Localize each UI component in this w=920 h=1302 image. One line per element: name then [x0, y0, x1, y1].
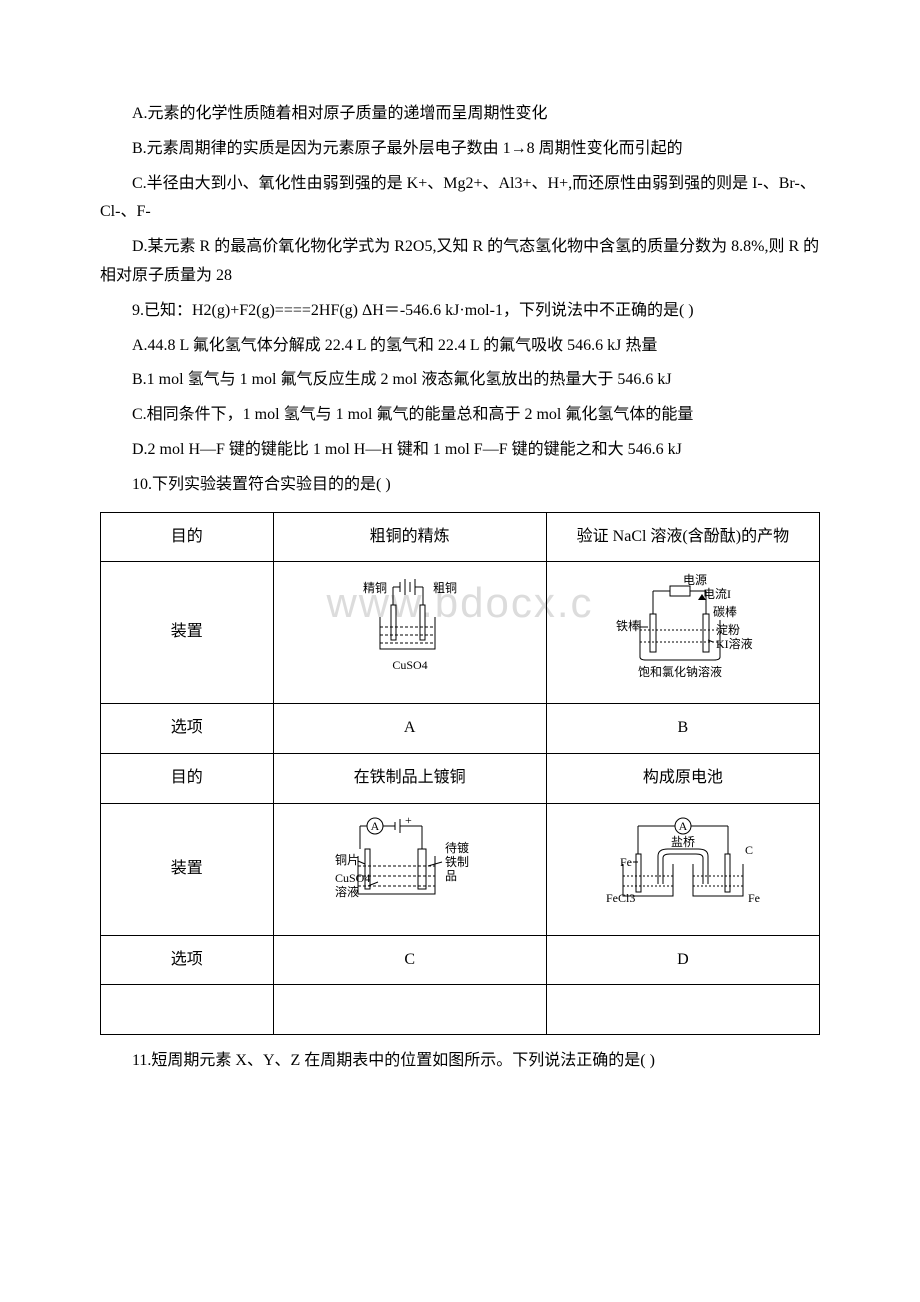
- table-row: 装置 A + 铜片 待镀 铁制 品: [101, 803, 820, 935]
- device-d: A 盐桥 Fe C: [546, 803, 819, 935]
- electrolysis-nacl-icon: 电源 电流I 碳棒 铁棒 淀粉 KI溶液: [598, 572, 768, 682]
- diag-c-sol2: 溶液: [335, 884, 359, 899]
- diag-d-bridge: 盐桥: [671, 835, 695, 849]
- diag-a-solution: CuSO4: [392, 658, 427, 672]
- empty-cell: [546, 985, 819, 1035]
- empty-cell: [273, 985, 546, 1035]
- diag-c-copper: 铜片: [335, 852, 359, 867]
- diag-d-right-sol: Fe: [748, 891, 760, 905]
- diag-d-fe: Fe: [620, 855, 632, 869]
- q9-option-b: B.1 mol 氢气与 1 mol 氟气反应生成 2 mol 液态氟化氢放出的热…: [100, 366, 820, 395]
- purpose-c: 在铁制品上镀铜: [273, 753, 546, 803]
- diag-b-top1: 电源: [683, 573, 707, 587]
- purpose-d: 构成原电池: [546, 753, 819, 803]
- q8-option-d: D.某元素 R 的最高价氧化物化学式为 R2O5,又知 R 的气态氢化物中含氢的…: [100, 233, 820, 291]
- q8-option-c: C.半径由大到小、氧化性由弱到强的是 K+、Mg2+、Al3+、H+,而还原性由…: [100, 170, 820, 228]
- diag-b-carbon: 碳棒: [713, 605, 737, 619]
- q9-option-a: A.44.8 L 氟化氢气体分解成 22.4 L 的氢气和 22.4 L 的氟气…: [100, 332, 820, 361]
- galvanic-cell-icon: A 盐桥 Fe C: [598, 814, 768, 914]
- option-c: C: [273, 935, 546, 985]
- diagram-c: A + 铜片 待镀 铁制 品 CuSO4 溶液: [330, 814, 490, 914]
- q8-option-b: B.元素周期律的实质是因为元素原子最外层电子数由 1→8 周期性变化而引起的: [100, 135, 820, 164]
- option-d: D: [546, 935, 819, 985]
- diag-b-solution: 饱和氯化钠溶液: [638, 664, 722, 679]
- option-a: A: [273, 704, 546, 754]
- device-label: 装置: [101, 562, 274, 704]
- diagram-b: 电源 电流I 碳棒 铁棒 淀粉 KI溶液: [598, 572, 768, 682]
- q10-table: 目的 粗铜的精炼 验证 NaCl 溶液(含酚酞)的产物 装置 精铜 粗铜: [100, 512, 820, 1036]
- diag-b-iron: 铁棒: [616, 619, 640, 633]
- device-label-2: 装置: [101, 803, 274, 935]
- table-row: [101, 985, 820, 1035]
- q10-stem: 10.下列实验装置符合实验目的的是( ): [100, 471, 820, 500]
- device-c: A + 铜片 待镀 铁制 品 CuSO4 溶液: [273, 803, 546, 935]
- device-b: 电源 电流I 碳棒 铁棒 淀粉 KI溶液: [546, 562, 819, 704]
- diag-c-right1: 待镀: [445, 841, 469, 855]
- diag-c-right2: 铁制: [445, 855, 469, 869]
- diag-d-ammeter: A: [679, 819, 688, 833]
- diag-d-left-sol: FeCl3: [606, 891, 635, 905]
- option-label-2: 选项: [101, 935, 274, 985]
- diag-b-top2: 电流I: [703, 587, 731, 601]
- diag-c-right3: 品: [445, 869, 457, 883]
- table-row: 选项 A B: [101, 704, 820, 754]
- purpose-label-2: 目的: [101, 753, 274, 803]
- table-row: 目的 在铁制品上镀铜 构成原电池: [101, 753, 820, 803]
- table-row: 选项 C D: [101, 935, 820, 985]
- electrolysis-icon: 精铜 粗铜 CuSO4: [345, 577, 475, 677]
- device-a: 精铜 粗铜 CuSO4: [273, 562, 546, 704]
- empty-cell: [101, 985, 274, 1035]
- option-label: 选项: [101, 704, 274, 754]
- purpose-label: 目的: [101, 512, 274, 562]
- diagram-a: 精铜 粗铜 CuSO4: [345, 577, 475, 677]
- q9-stem: 9.已知：H2(g)+F2(g)====2HF(g) ΔH＝-546.6 kJ·…: [100, 297, 820, 326]
- svg-text:+: +: [405, 814, 412, 827]
- diag-b-ki: KI溶液: [716, 636, 753, 651]
- q8-option-a: A.元素的化学性质随着相对原子质量的递增而呈周期性变化: [100, 100, 820, 129]
- option-b: B: [546, 704, 819, 754]
- q9-option-d: D.2 mol H—F 键的键能比 1 mol H—H 键和 1 mol F—F…: [100, 436, 820, 465]
- table-row: 目的 粗铜的精炼 验证 NaCl 溶液(含酚酞)的产物: [101, 512, 820, 562]
- table-row: 装置 精铜 粗铜: [101, 562, 820, 704]
- diag-d-c: C: [745, 843, 753, 857]
- purpose-b: 验证 NaCl 溶液(含酚酞)的产物: [546, 512, 819, 562]
- electroplating-icon: A + 铜片 待镀 铁制 品 CuSO4 溶液: [330, 814, 490, 914]
- q9-option-c: C.相同条件下，1 mol 氢气与 1 mol 氟气的能量总和高于 2 mol …: [100, 401, 820, 430]
- purpose-a: 粗铜的精炼: [273, 512, 546, 562]
- diag-c-ammeter: A: [370, 819, 379, 833]
- diag-a-left: 精铜: [363, 580, 387, 595]
- diagram-d: A 盐桥 Fe C: [598, 814, 768, 914]
- q11-stem: 11.短周期元素 X、Y、Z 在周期表中的位置如图所示。下列说法正确的是( ): [100, 1047, 820, 1076]
- diag-a-right: 粗铜: [433, 580, 457, 595]
